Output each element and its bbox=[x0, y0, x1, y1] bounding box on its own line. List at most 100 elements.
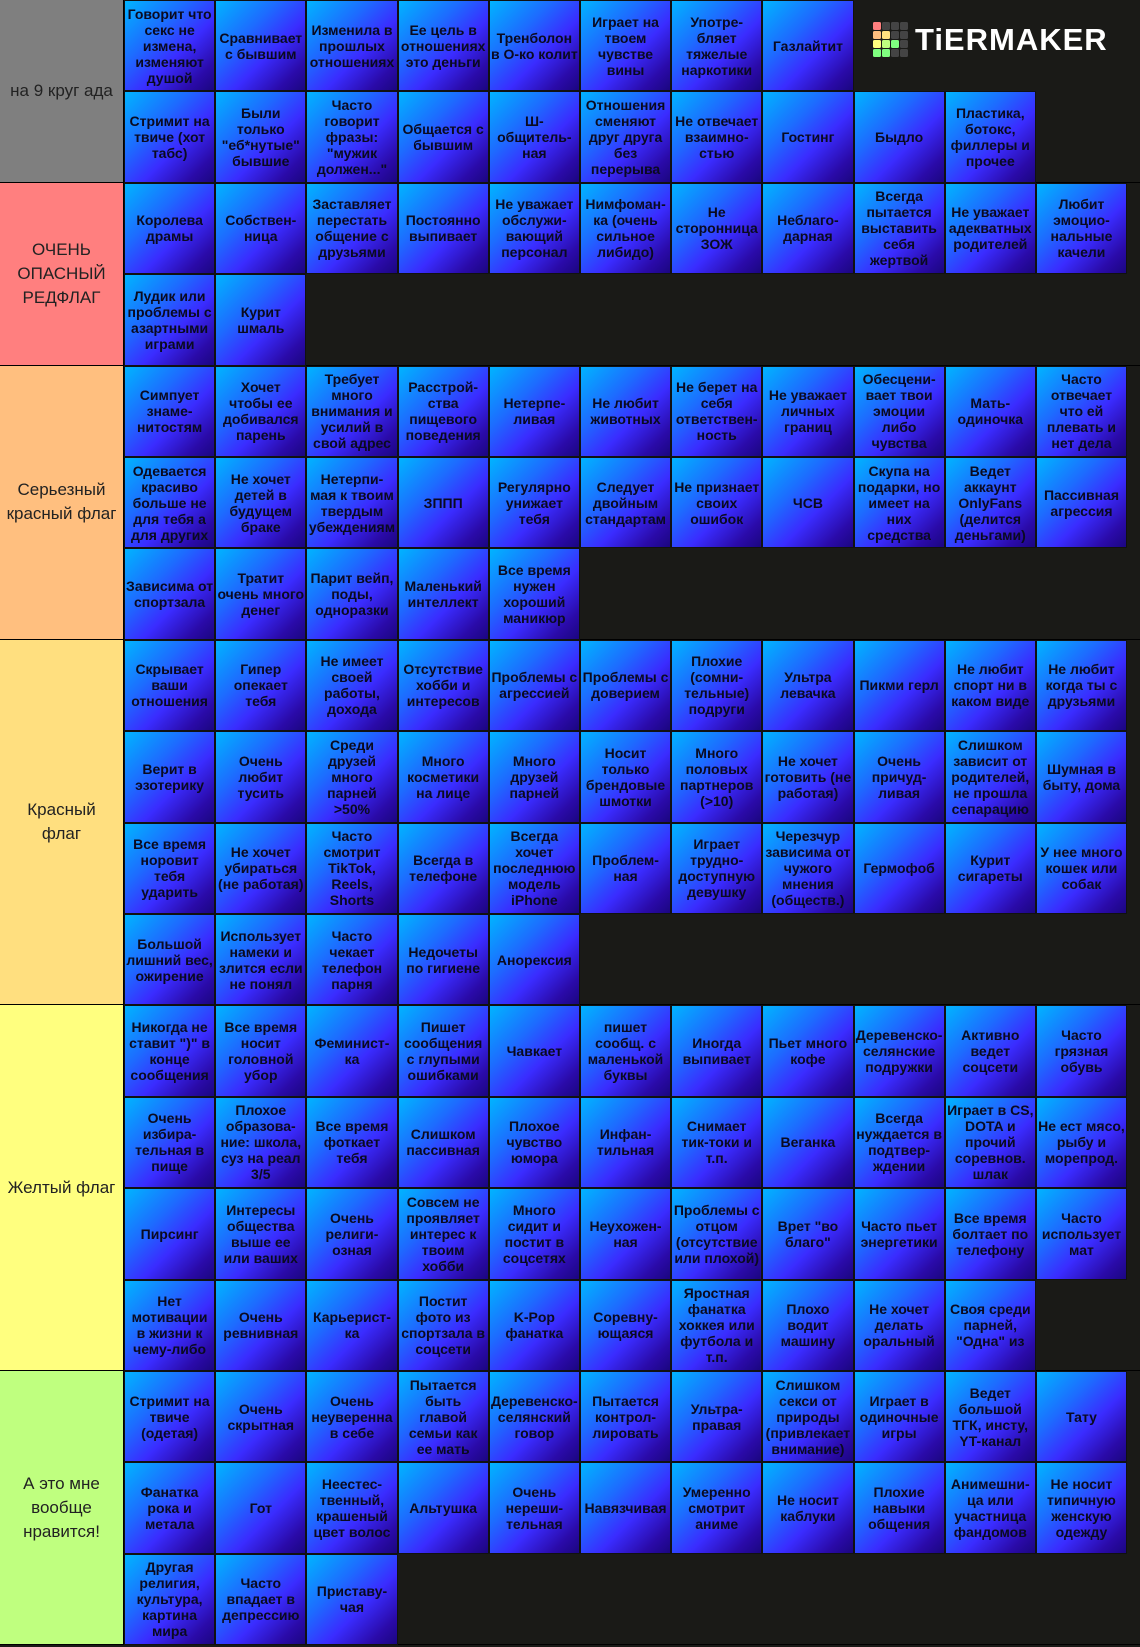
tier-item[interactable]: Не хочет детей в будущем браке bbox=[215, 456, 307, 549]
tier-item[interactable]: Стримит на твиче (одетая) bbox=[124, 1370, 216, 1463]
tier-item[interactable]: Любит эмоцио-нальные качели bbox=[1035, 182, 1128, 275]
tier-item[interactable]: Постоянно выпивает bbox=[397, 182, 489, 275]
tier-item[interactable]: Сравнивает с бывшим bbox=[215, 0, 307, 92]
tier-item[interactable]: Ее цель в отношениях это деньги bbox=[397, 0, 489, 92]
tier-item[interactable]: Играет в CS, DOTA и прочий соревнов. шла… bbox=[944, 1096, 1036, 1189]
tier-item[interactable]: Много сидит и постит в соцсетях bbox=[488, 1188, 580, 1280]
tier-item[interactable]: Нет мотивации в жизни к чему-либо bbox=[124, 1279, 216, 1371]
tier-item[interactable]: Не сторонница ЗОЖ bbox=[671, 182, 763, 275]
tier-item[interactable]: Ультра-правая bbox=[671, 1370, 763, 1463]
tier-item[interactable]: Очень ревнивная bbox=[215, 1279, 307, 1371]
tier-item[interactable]: Веганка bbox=[762, 1096, 854, 1189]
tier-item[interactable]: Одевается красиво больше не для тебя а д… bbox=[124, 456, 216, 549]
tier-item[interactable]: Королева драмы bbox=[124, 182, 216, 275]
tier-item[interactable]: Тратит очень много денег bbox=[215, 548, 307, 640]
tier-item[interactable]: Плохо водит машину bbox=[762, 1279, 854, 1371]
tier-item[interactable]: Пытается быть главой семьи как ее мать bbox=[397, 1370, 489, 1463]
tier-item[interactable]: Неестес-твенный, крашеный цвет волос bbox=[306, 1462, 398, 1554]
tier-item[interactable]: Неблаго-дарная bbox=[762, 182, 854, 275]
tier-item[interactable]: Все время фоткает тебя bbox=[306, 1096, 398, 1189]
tier-item[interactable]: Анимешни-ца или участница фандомов bbox=[944, 1462, 1036, 1554]
tier-item[interactable]: Быдло bbox=[853, 91, 945, 183]
tier-item[interactable]: Чавкает bbox=[488, 1005, 580, 1097]
tier-item[interactable]: Обесцени-вает твои эмоции либо чувства bbox=[853, 365, 945, 457]
tier-item[interactable]: Всегда нуждается в подтвер-ждении bbox=[853, 1096, 945, 1189]
tier-item[interactable]: Своя среди парней, "Одна" из bbox=[944, 1279, 1036, 1371]
tier-item[interactable]: Не носит типичную женскую одежду bbox=[1035, 1462, 1128, 1554]
tier-item[interactable]: Расстрой-ства пищевого поведения bbox=[397, 365, 489, 457]
tier-item[interactable]: Ведет аккаунт OnlyFans (делится деньгами… bbox=[944, 456, 1036, 549]
tier-item[interactable]: Все время болтает по телефону bbox=[944, 1188, 1036, 1280]
tier-item[interactable]: K-Pop фанатка bbox=[488, 1279, 580, 1371]
tier-item[interactable]: Много косметики на лице bbox=[397, 731, 489, 823]
tier-item[interactable]: Плохие навыки общения bbox=[853, 1462, 945, 1554]
tier-item[interactable]: Всегда хочет последнюю модель iPhone bbox=[488, 822, 580, 914]
tier-item[interactable]: Парит вейп, поды, одноразки bbox=[306, 548, 398, 640]
tier-item[interactable]: Не уважает личных границ bbox=[762, 365, 854, 457]
tier-item[interactable]: Были только "еб*нутые" бывшие bbox=[215, 91, 307, 183]
tier-item[interactable]: Все время норовит тебя ударить bbox=[124, 822, 216, 914]
tier-item[interactable]: Анорексия bbox=[488, 913, 580, 1006]
tier-item[interactable]: Инфан-тильная bbox=[579, 1096, 672, 1189]
tier-item[interactable]: Не хочет делать оральный bbox=[853, 1279, 945, 1371]
tier-item[interactable]: Часто чекает телефон парня bbox=[306, 913, 398, 1006]
tier-item[interactable]: Ш-общитель-ная bbox=[488, 91, 580, 183]
tier-item[interactable]: Недочеты по гигиене bbox=[397, 913, 489, 1006]
tier-item[interactable]: Пластика, ботокс, филлеры и прочее bbox=[944, 91, 1036, 183]
tier-item[interactable]: Не уважает обслужи-вающий персонал bbox=[488, 182, 580, 275]
tier-item[interactable]: Курит шмаль bbox=[215, 274, 307, 366]
tier-item[interactable]: Изменила в прошлых отношениях bbox=[306, 0, 398, 92]
tier-item[interactable]: Никогда не ставит ")" в конце сообщения bbox=[124, 1005, 216, 1097]
tier-item[interactable]: Яростная фанатка хоккея или футбола и т.… bbox=[671, 1279, 763, 1371]
tier-item[interactable]: Часто впадает в депрессию bbox=[215, 1553, 307, 1646]
tier-item[interactable]: Не любит когда ты с друзьями bbox=[1035, 639, 1128, 732]
tier-item[interactable]: Зависима от спортзала bbox=[124, 548, 216, 640]
tier-item[interactable]: Активно ведет соцсети bbox=[944, 1005, 1036, 1097]
tier-item[interactable]: Плохое образова-ние: школа, суз на реал … bbox=[215, 1096, 307, 1189]
tier-item[interactable]: У нее много кошек или собак bbox=[1035, 822, 1128, 914]
tier-item[interactable]: Не ест мясо, рыбу и морепрод. bbox=[1035, 1096, 1128, 1189]
tier-item[interactable]: Верит в эзотерику bbox=[124, 731, 216, 823]
tier-item[interactable]: Часто использует мат bbox=[1035, 1188, 1128, 1280]
tier-item[interactable]: Ведет большой ТГК, инсту, YT-канал bbox=[944, 1370, 1036, 1463]
tier-item[interactable]: Карьерист-ка bbox=[306, 1279, 398, 1371]
tier-item[interactable]: Проблемы с агрессией bbox=[488, 639, 580, 732]
tier-item[interactable]: Все время носит головной убор bbox=[215, 1005, 307, 1097]
tier-item[interactable]: Требует много внимания и усилий в свой а… bbox=[306, 365, 398, 457]
tier-item[interactable]: Слишком пассивная bbox=[397, 1096, 489, 1189]
tier-item[interactable]: Курит сигареты bbox=[944, 822, 1036, 914]
tier-item[interactable]: Плохие (сомни-тельные) подруги bbox=[671, 639, 763, 732]
tier-item[interactable]: Совсем не проявляет интерес к твоим хобб… bbox=[397, 1188, 489, 1280]
tier-item[interactable]: Играет в одиночные игры bbox=[853, 1370, 945, 1463]
tier-item[interactable]: Ультра левачка bbox=[762, 639, 854, 732]
tier-item[interactable]: Хочет чтобы ее добивался парень bbox=[215, 365, 307, 457]
tier-item[interactable]: Черезчур зависима от чужого мнения (обще… bbox=[762, 822, 854, 914]
tier-item[interactable]: Снимает тик-токи и т.п. bbox=[671, 1096, 763, 1189]
tier-item[interactable]: Соревну-ющаяся bbox=[579, 1279, 672, 1371]
tier-item[interactable]: Тату bbox=[1035, 1370, 1128, 1463]
tier-item[interactable]: Нетерпи-мая к твоим твердым убеждениям bbox=[306, 456, 398, 549]
tier-item[interactable]: Умеренно смотрит аниме bbox=[671, 1462, 763, 1554]
tier-item[interactable]: Не любит животных bbox=[579, 365, 672, 457]
tier-item[interactable]: пишет сообщ. с маленькой буквы bbox=[579, 1005, 672, 1097]
tier-item[interactable]: Очень любит тусить bbox=[215, 731, 307, 823]
tier-item[interactable]: Очень религи-озная bbox=[306, 1188, 398, 1280]
tier-item[interactable]: Тренболон в О-ко колит bbox=[488, 0, 580, 92]
tier-item[interactable]: Часто отвечает что ей плевать и нет дела bbox=[1035, 365, 1128, 457]
tier-item[interactable]: Большой лишний вес, ожирение bbox=[124, 913, 216, 1006]
tier-item[interactable]: Не любит спорт ни в каком виде bbox=[944, 639, 1036, 732]
tier-item[interactable]: Другая религия, культура, картина мира bbox=[124, 1553, 216, 1646]
tier-item[interactable]: Заставляет перестать общение с друзьями bbox=[306, 182, 398, 275]
tier-item[interactable]: ЗППП bbox=[397, 456, 489, 549]
tier-item[interactable]: Отсутствие хобби и интересов bbox=[397, 639, 489, 732]
tier-item[interactable]: Альтушка bbox=[397, 1462, 489, 1554]
tier-item[interactable]: Врет "во благо" bbox=[762, 1188, 854, 1280]
tier-item[interactable]: Нетерпе-ливая bbox=[488, 365, 580, 457]
tier-item[interactable]: Всегда пытается выставить себя жертвой bbox=[853, 182, 945, 275]
tier-item[interactable]: ЧСВ bbox=[762, 456, 854, 549]
tier-item[interactable]: Использует намеки и злится если не понял bbox=[215, 913, 307, 1006]
tier-item[interactable]: Не носит каблуки bbox=[762, 1462, 854, 1554]
tier-item[interactable]: Пирсинг bbox=[124, 1188, 216, 1280]
tier-item[interactable]: Собствен-ница bbox=[215, 182, 307, 275]
tier-item[interactable]: Не признает своих ошибок bbox=[671, 456, 763, 549]
